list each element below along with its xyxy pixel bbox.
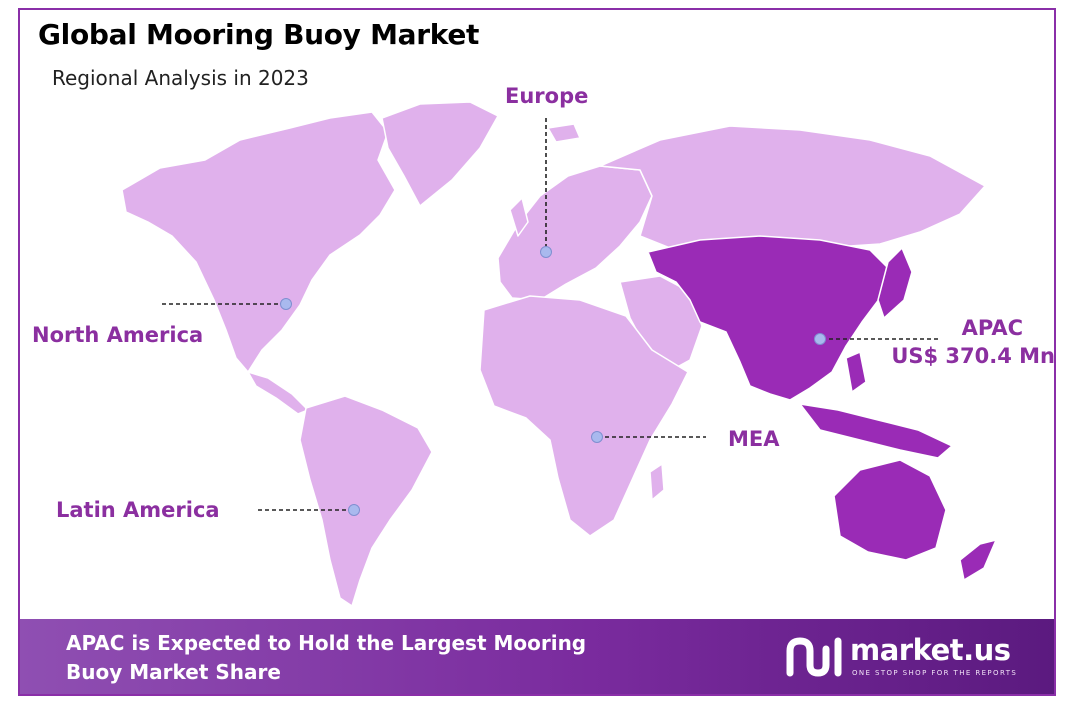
land-philippines — [845, 351, 867, 393]
land-greenland — [381, 101, 499, 207]
land-australia — [833, 459, 947, 561]
europe-marker — [540, 246, 552, 258]
land-north-asia — [599, 125, 986, 253]
land-apac — [647, 235, 893, 401]
latin-america-label: Latin America — [56, 498, 220, 522]
brand-block: market.us ONE STOP SHOP FOR THE REPORTS — [786, 633, 1026, 683]
land-south-america — [299, 395, 433, 607]
north-america-label: North America — [32, 323, 204, 347]
market-us-logo-icon — [786, 637, 842, 677]
land-europe — [497, 165, 653, 301]
north-america-marker — [280, 298, 292, 310]
brand-tagline: ONE STOP SHOP FOR THE REPORTS — [852, 669, 1018, 677]
land-north-america — [121, 111, 396, 373]
page-subtitle: Regional Analysis in 2023 — [52, 66, 309, 90]
land-uk — [509, 197, 529, 237]
apac-name: APAC — [961, 316, 1023, 340]
land-new-zealand — [959, 539, 997, 581]
land-iceland — [547, 123, 581, 143]
banner-line-1: APAC is Expected to Hold the Largest Moo… — [66, 631, 587, 655]
land-southeast-islands — [799, 403, 953, 459]
land-central-america — [247, 371, 309, 415]
apac-value: US$ 370.4 Mn — [891, 344, 1055, 368]
land-japan — [877, 247, 913, 319]
apac-marker — [814, 333, 826, 345]
mea-marker — [591, 431, 603, 443]
banner-headline: APAC is Expected to Hold the Largest Moo… — [66, 629, 686, 687]
europe-label: Europe — [505, 84, 589, 108]
brand-name: market.us — [850, 633, 1011, 667]
apac-label: APAC US$ 370.4 Mn — [891, 314, 1055, 370]
banner-line-2: Buoy Market Share — [66, 660, 281, 684]
land-madagascar — [649, 463, 665, 501]
page-title: Global Mooring Buoy Market — [38, 18, 480, 51]
mea-label: MEA — [728, 427, 780, 451]
footer-banner: APAC is Expected to Hold the Largest Moo… — [20, 619, 1054, 694]
latin-america-marker — [348, 504, 360, 516]
land-africa — [479, 295, 689, 537]
